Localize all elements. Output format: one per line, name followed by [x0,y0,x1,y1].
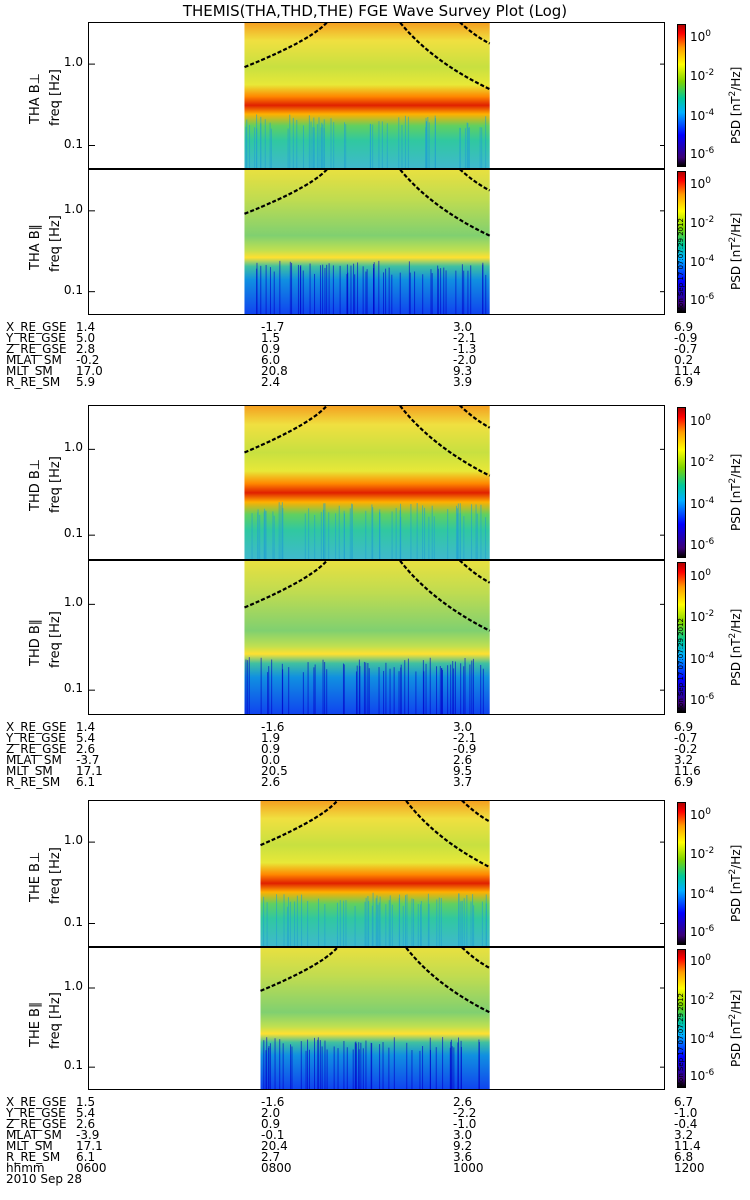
plot-title: THEMIS(THA,THD,THE) FGE Wave Survey Plot… [0,2,750,20]
colorbar-tick-label: 10-4 [690,254,714,269]
y-tick-label: 0.1 [43,1058,83,1072]
ephemeris-label: R_RE_SM [6,377,60,388]
colorbar-tick-label: 10-2 [690,215,714,230]
y-axis-label: freq [Hz] [48,456,63,513]
spectrogram-panel-tha-perp [88,22,665,169]
y-tick-label: 0.1 [43,526,83,540]
colorbar-tick-label: 10-4 [690,1031,714,1046]
spectrogram-svg [89,23,665,169]
spectrogram-svg [89,170,665,315]
colorbar-tick-label: 10-2 [690,846,714,861]
ephemeris-value: 6.1 [76,777,95,788]
y-tick-label: 1.0 [43,202,83,216]
ephemeris-value: 3.9 [453,377,472,388]
y-tick-label: 1.0 [43,595,83,609]
colorbar-label: PSD [nT2/Hz] [728,66,743,143]
ephemeris-label: R_RE_SM [6,777,60,788]
colorbar-tick-label: 10-4 [690,496,714,511]
y-tick-label: 1.0 [43,979,83,993]
ephemeris-value: 1200 [674,1163,705,1174]
colorbar-tick-label: 10-6 [690,146,714,161]
spectrogram-data-region [260,948,489,1090]
colorbar-tick-label: 10-6 [690,537,714,552]
colorbar [677,24,686,167]
colorbar-tick-label: 100 [690,413,711,428]
colorbar-tick-label: 10-4 [690,886,714,901]
colorbar [677,407,686,558]
timestamp-stamp: Mon Sep 17 07:07:29 2012 [677,218,685,313]
spectrogram-panel-thd-perp [88,405,665,560]
colorbar-tick-label: 10-4 [690,651,714,666]
panel-label: THD B⊥ [28,458,43,510]
spectrogram-svg [89,801,665,947]
ephemeris-value: 5.9 [76,377,95,388]
spectrogram-svg [89,561,665,715]
ephemeris-value: 2.6 [261,777,280,788]
ephemeris-value: 1000 [453,1163,484,1174]
spectrogram-svg [89,948,665,1090]
y-axis-label: freq [Hz] [48,215,63,272]
colorbar-tick-label: 10-2 [690,992,714,1007]
y-tick-label: 0.1 [43,915,83,929]
colorbar-label: PSD [nT2/Hz] [728,608,743,685]
panel-label: THA B∥ [28,224,43,270]
y-tick-label: 0.1 [43,137,83,151]
colorbar-tick-label: 10-2 [690,68,714,83]
y-tick-label: 0.1 [43,283,83,297]
colorbar-tick-label: 100 [690,29,711,44]
colorbar-tick-label: 100 [690,953,711,968]
y-axis-label: freq [Hz] [48,69,63,126]
ephemeris-value: 6.9 [674,377,693,388]
spectrogram-panel-the-par [88,947,665,1090]
colorbar [677,802,686,945]
colorbar-tick-label: 100 [690,568,711,583]
colorbar-tick-label: 100 [690,176,711,191]
y-tick-label: 0.1 [43,681,83,695]
colorbar-tick-label: 10-6 [690,924,714,939]
spectrogram-panel-thd-par [88,560,665,715]
y-tick-label: 1.0 [43,440,83,454]
colorbar-tick-label: 10-6 [690,1068,714,1083]
timestamp-stamp: Mon Sep 17 07:07:29 2012 [677,618,685,713]
spectrogram-panel-the-perp [88,800,665,947]
ephemeris-value: 6.9 [674,777,693,788]
y-axis-label: freq [Hz] [48,611,63,668]
ephemeris-value: 0800 [261,1163,292,1174]
colorbar-tick-label: 10-2 [690,609,714,624]
panel-label: THE B⊥ [28,851,43,901]
panel-label: THD B∥ [28,618,43,665]
colorbar-tick-label: 10-4 [690,108,714,123]
colorbar-tick-label: 10-6 [690,292,714,307]
colorbar-label: PSD [nT2/Hz] [728,213,743,290]
ephemeris-value: 2.4 [261,377,280,388]
colorbar-label: PSD [nT2/Hz] [728,453,743,530]
y-axis-label: freq [Hz] [48,847,63,904]
y-axis-label: freq [Hz] [48,992,63,1049]
spectrogram-panel-tha-par [88,169,665,315]
ephemeris-value: 3.7 [453,777,472,788]
ephemeris-label: 2010 Sep 28 [6,1174,82,1185]
y-tick-label: 1.0 [43,55,83,69]
colorbar-tick-label: 10-6 [690,692,714,707]
spectrogram-data-region [244,23,489,169]
colorbar-tick-label: 100 [690,807,711,822]
colorbar-tick-label: 10-2 [690,454,714,469]
colorbar-label: PSD [nT2/Hz] [728,989,743,1066]
spectrogram-svg [89,406,665,560]
panel-label: THE B∥ [28,1001,43,1046]
panel-label: THA B⊥ [28,73,43,124]
timestamp-stamp: Mon Sep 17 07:07:29 2012 [677,993,685,1088]
y-tick-label: 1.0 [43,833,83,847]
colorbar-label: PSD [nT2/Hz] [728,844,743,921]
